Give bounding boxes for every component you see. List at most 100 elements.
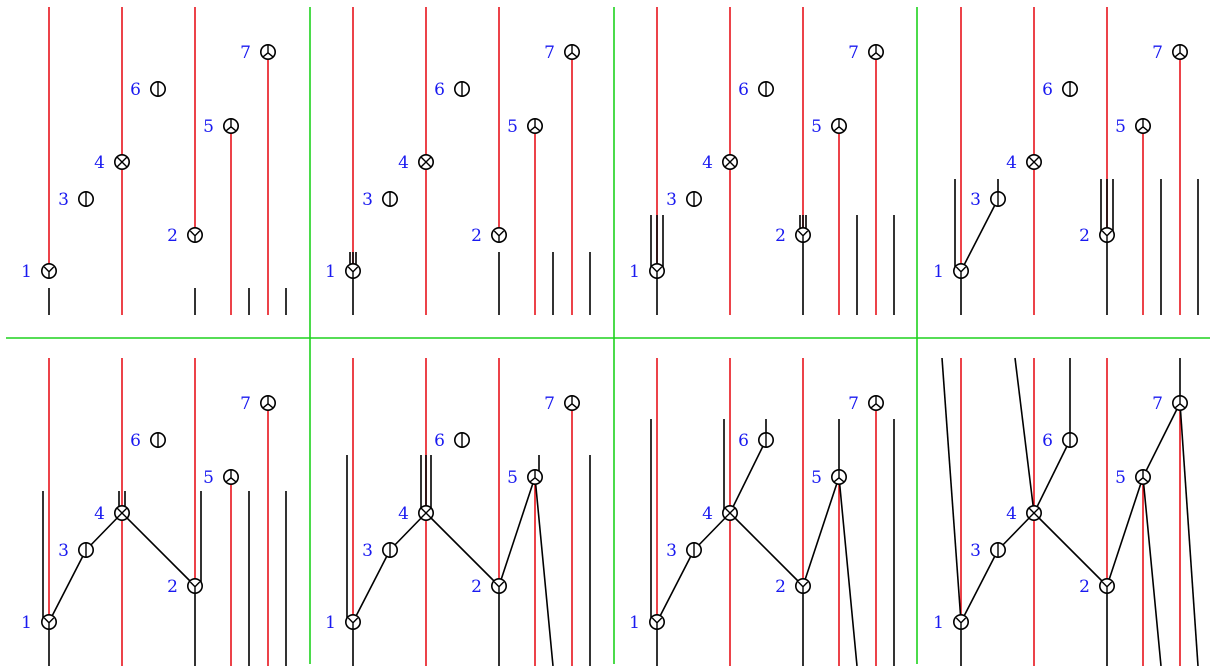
- node-label: 7: [1152, 394, 1163, 414]
- node-label: 1: [21, 262, 32, 282]
- node-3: 3: [970, 190, 1007, 210]
- node-5: 5: [203, 468, 240, 488]
- node-label: 6: [434, 431, 445, 451]
- node-label: 7: [240, 43, 251, 63]
- edge-line: [425, 512, 500, 587]
- node-6: 6: [434, 431, 471, 451]
- node-label: 7: [848, 394, 859, 414]
- edge-line: [121, 512, 196, 587]
- node-1: 1: [21, 613, 57, 633]
- x-icon: [420, 507, 432, 519]
- node-7: 7: [544, 394, 580, 414]
- node-3: 3: [362, 190, 399, 210]
- node-7: 7: [240, 394, 276, 414]
- x-icon: [116, 156, 128, 168]
- edge-line: [85, 512, 123, 551]
- node-3: 3: [58, 190, 95, 210]
- peace-icon: [1138, 119, 1148, 131]
- x-icon: [1028, 507, 1040, 519]
- node-1: 1: [629, 613, 665, 633]
- node-7: 7: [544, 43, 580, 63]
- peace-icon: [834, 119, 844, 131]
- node-label: 5: [1115, 468, 1126, 488]
- node-4: 4: [1006, 153, 1043, 173]
- node-5: 5: [1115, 117, 1152, 137]
- node-5: 5: [507, 117, 544, 137]
- panel-step-4: 1 2 3 4 5 6 7: [933, 7, 1199, 315]
- node-4: 4: [94, 504, 131, 524]
- node-1: 1: [325, 262, 361, 282]
- node-label: 4: [702, 153, 713, 173]
- node-2: 2: [471, 577, 508, 597]
- node-2: 2: [1079, 577, 1116, 597]
- node-label: 5: [203, 468, 214, 488]
- panel-step-5: 1 2 3 4 5 6 7: [21, 358, 287, 666]
- Y-icon: [1102, 581, 1112, 593]
- node-label: 6: [1042, 80, 1053, 100]
- panel-step-2: 1 2 3 4 5 6 7: [325, 7, 591, 315]
- node-label: 2: [775, 577, 786, 597]
- node-2: 2: [167, 226, 204, 246]
- peace-icon: [226, 470, 236, 482]
- Y-icon: [494, 581, 504, 593]
- Y-icon: [956, 266, 966, 278]
- node-2: 2: [471, 226, 508, 246]
- panel-step-1: 1 2 3 4 5 6 7: [21, 7, 287, 315]
- node-6: 6: [130, 431, 167, 451]
- node-label: 7: [544, 394, 555, 414]
- peace-icon: [226, 119, 236, 131]
- Y-icon: [494, 230, 504, 242]
- node-label: 2: [167, 577, 178, 597]
- edge-line: [1179, 402, 1199, 666]
- node-label: 7: [240, 394, 251, 414]
- edge-line: [693, 512, 731, 551]
- node-label: 3: [58, 190, 69, 210]
- edge-line: [997, 512, 1035, 551]
- node-1: 1: [629, 262, 665, 282]
- node-label: 2: [1079, 226, 1090, 246]
- Y-icon: [44, 266, 54, 278]
- node-1: 1: [21, 262, 57, 282]
- Y-icon: [956, 617, 966, 629]
- node-label: 2: [1079, 577, 1090, 597]
- node-3: 3: [970, 541, 1007, 561]
- node-6: 6: [130, 80, 167, 100]
- node-5: 5: [1115, 468, 1152, 488]
- peace-icon: [871, 45, 881, 57]
- node-label: 3: [362, 190, 373, 210]
- x-icon: [116, 507, 128, 519]
- Y-icon: [44, 617, 54, 629]
- edge-line: [498, 476, 536, 587]
- edge-line: [534, 476, 554, 666]
- node-label: 6: [1042, 431, 1053, 451]
- edge-line: [48, 549, 87, 623]
- node-label: 3: [666, 541, 677, 561]
- Y-icon: [652, 266, 662, 278]
- edge-line: [941, 357, 962, 623]
- node-4: 4: [398, 153, 435, 173]
- edge-line: [960, 549, 999, 623]
- node-1: 1: [933, 262, 969, 282]
- node-3: 3: [58, 541, 95, 561]
- node-label: 3: [970, 190, 981, 210]
- node-label: 6: [738, 431, 749, 451]
- node-label: 2: [775, 226, 786, 246]
- node-label: 4: [1006, 504, 1017, 524]
- node-1: 1: [933, 613, 969, 633]
- panel-step-8: 1 2 3 4 5 6 7: [933, 357, 1199, 666]
- edge-line: [1142, 476, 1162, 666]
- node-6: 6: [1042, 431, 1079, 451]
- node-label: 6: [434, 80, 445, 100]
- peace-icon: [1175, 396, 1185, 408]
- x-icon: [420, 156, 432, 168]
- node-label: 3: [58, 541, 69, 561]
- node-7: 7: [1152, 43, 1188, 63]
- node-label: 3: [970, 541, 981, 561]
- node-label: 1: [933, 613, 944, 633]
- node-2: 2: [775, 226, 812, 246]
- edge-line: [352, 549, 391, 623]
- node-6: 6: [1042, 80, 1079, 100]
- peace-icon: [567, 396, 577, 408]
- peace-icon: [530, 470, 540, 482]
- node-6: 6: [738, 431, 775, 451]
